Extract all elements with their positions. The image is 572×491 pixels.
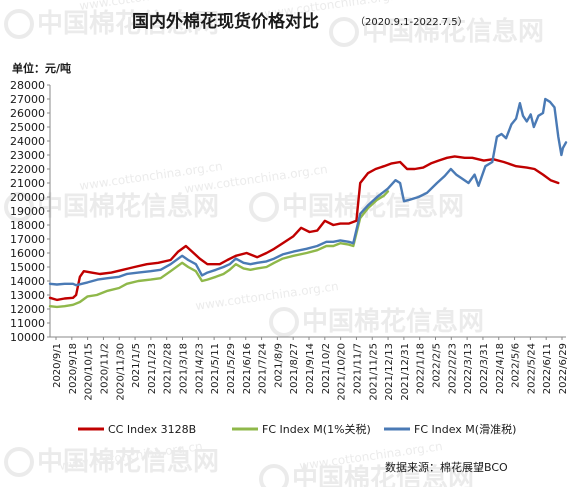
axes-layer: 1000011000120001300014000150001600017000… — [10, 79, 569, 401]
watermark-title: 中国棉花信息网 — [362, 16, 544, 47]
watermark-logo-icon — [249, 192, 279, 222]
y-tick-label: 16000 — [10, 247, 45, 260]
x-tick-label: 2021/10/2 — [321, 343, 332, 394]
legend: CC Index 3128B FC Index M(1%关税) FC Index M… — [78, 422, 516, 436]
source-label: 数据来源：棉花展望BCO — [385, 461, 508, 474]
x-tick-label: 2020/10/15 — [84, 343, 95, 401]
x-tick-label: 2022/2/5 — [432, 343, 443, 388]
x-tick-label: 2021/5/29 — [226, 343, 237, 394]
chart-title: 国内外棉花现货价格对比 — [132, 12, 319, 32]
watermark-logo-icon — [329, 17, 359, 47]
y-tick-label: 12000 — [10, 303, 45, 316]
y-tick-label: 23000 — [10, 149, 45, 162]
y-tick-label: 27000 — [10, 93, 45, 106]
watermark-title: 中国棉花信息网 — [282, 191, 464, 222]
x-tick-label: 2021/10/20 — [337, 343, 348, 401]
y-tick-label: 17000 — [10, 233, 45, 246]
x-tick-label: 2021/8/27 — [289, 343, 300, 394]
y-tick-label: 18000 — [10, 219, 45, 232]
unit-label: 单位：元/吨 — [12, 62, 72, 75]
watermark-title: 中国棉花信息网 — [302, 306, 484, 337]
x-tick-label: 2020/9/1 — [52, 343, 63, 388]
y-tick-label: 22000 — [10, 163, 45, 176]
x-tick-label: 2021/9/14 — [305, 343, 316, 394]
series-line-1 — [48, 155, 560, 302]
x-tick-label: 2021/12/31 — [400, 343, 411, 401]
y-tick-label: 13000 — [10, 289, 45, 302]
x-tick-label: 2022/6/29 — [558, 343, 569, 394]
series-line-2 — [48, 190, 390, 309]
watermark-title: 中国棉花信息网 — [292, 463, 474, 487]
x-tick-label: 2022/1/18 — [416, 343, 427, 394]
x-tick-label: 2022/2/23 — [447, 343, 458, 394]
x-tick-label: 2022/6/11 — [542, 343, 553, 394]
x-tick-label: 2022/5/24 — [526, 343, 537, 394]
y-tick-label: 26000 — [10, 107, 45, 120]
y-tick-label: 20000 — [10, 191, 45, 204]
x-tick-label: 2021/6/16 — [242, 343, 253, 394]
x-tick-label: 2021/2/28 — [163, 343, 174, 394]
x-tick-label: 2021/7/24 — [258, 343, 269, 394]
x-tick-label: 2022/4/18 — [495, 343, 506, 394]
x-tick-label: 2021/12/13 — [384, 343, 395, 401]
y-tick-label: 28000 — [10, 79, 45, 92]
y-tick-label: 25000 — [10, 121, 45, 134]
x-tick-label: 2021/5/11 — [210, 343, 221, 394]
watermark-logo-icon — [4, 192, 34, 222]
watermark-logo-icon — [259, 464, 289, 491]
watermark-logo-icon — [4, 447, 34, 477]
watermark-logo-icon — [4, 9, 34, 39]
legend-label: FC Index M(滑准税) — [414, 422, 516, 436]
x-tick-label: 2021/1/5 — [131, 343, 142, 388]
y-tick-label: 11000 — [10, 317, 45, 330]
series-line-3 — [48, 97, 568, 287]
x-tick-label: 2022/5/6 — [511, 343, 522, 388]
y-tick-label: 10000 — [10, 331, 45, 344]
chart-subtitle: （2020.9.1-2022.7.5） — [355, 17, 468, 28]
series-layer — [48, 97, 568, 309]
watermark-title: 中国棉花信息网 — [37, 191, 219, 222]
x-tick-label: 2020/9/18 — [68, 343, 79, 394]
watermark-logo-icon — [269, 307, 299, 337]
x-tick-label: 2021/1/23 — [147, 343, 158, 394]
watermark-title: 中国棉花信息网 — [37, 446, 219, 477]
legend-label: CC Index 3128B — [108, 423, 196, 436]
y-tick-label: 21000 — [10, 177, 45, 190]
x-tick-label: 2021/11/25 — [368, 343, 379, 401]
x-tick-label: 2021/11/7 — [352, 343, 363, 394]
x-tick-label: 2022/3/31 — [479, 343, 490, 394]
x-tick-label: 2022/3/13 — [463, 343, 474, 394]
watermark-title: 中国棉花信息网 — [37, 8, 219, 39]
x-tick-label: 2021/4/23 — [194, 343, 205, 394]
x-tick-label: 2021/3/18 — [179, 343, 190, 394]
x-tick-label: 2020/11/30 — [115, 343, 126, 401]
y-tick-label: 24000 — [10, 135, 45, 148]
x-tick-label: 2021/8/9 — [273, 343, 284, 388]
legend-label: FC Index M(1%关税) — [262, 422, 371, 436]
y-tick-label: 15000 — [10, 261, 45, 274]
y-tick-label: 19000 — [10, 205, 45, 218]
y-tick-label: 14000 — [10, 275, 45, 288]
x-tick-label: 2020/11/2 — [99, 343, 110, 394]
